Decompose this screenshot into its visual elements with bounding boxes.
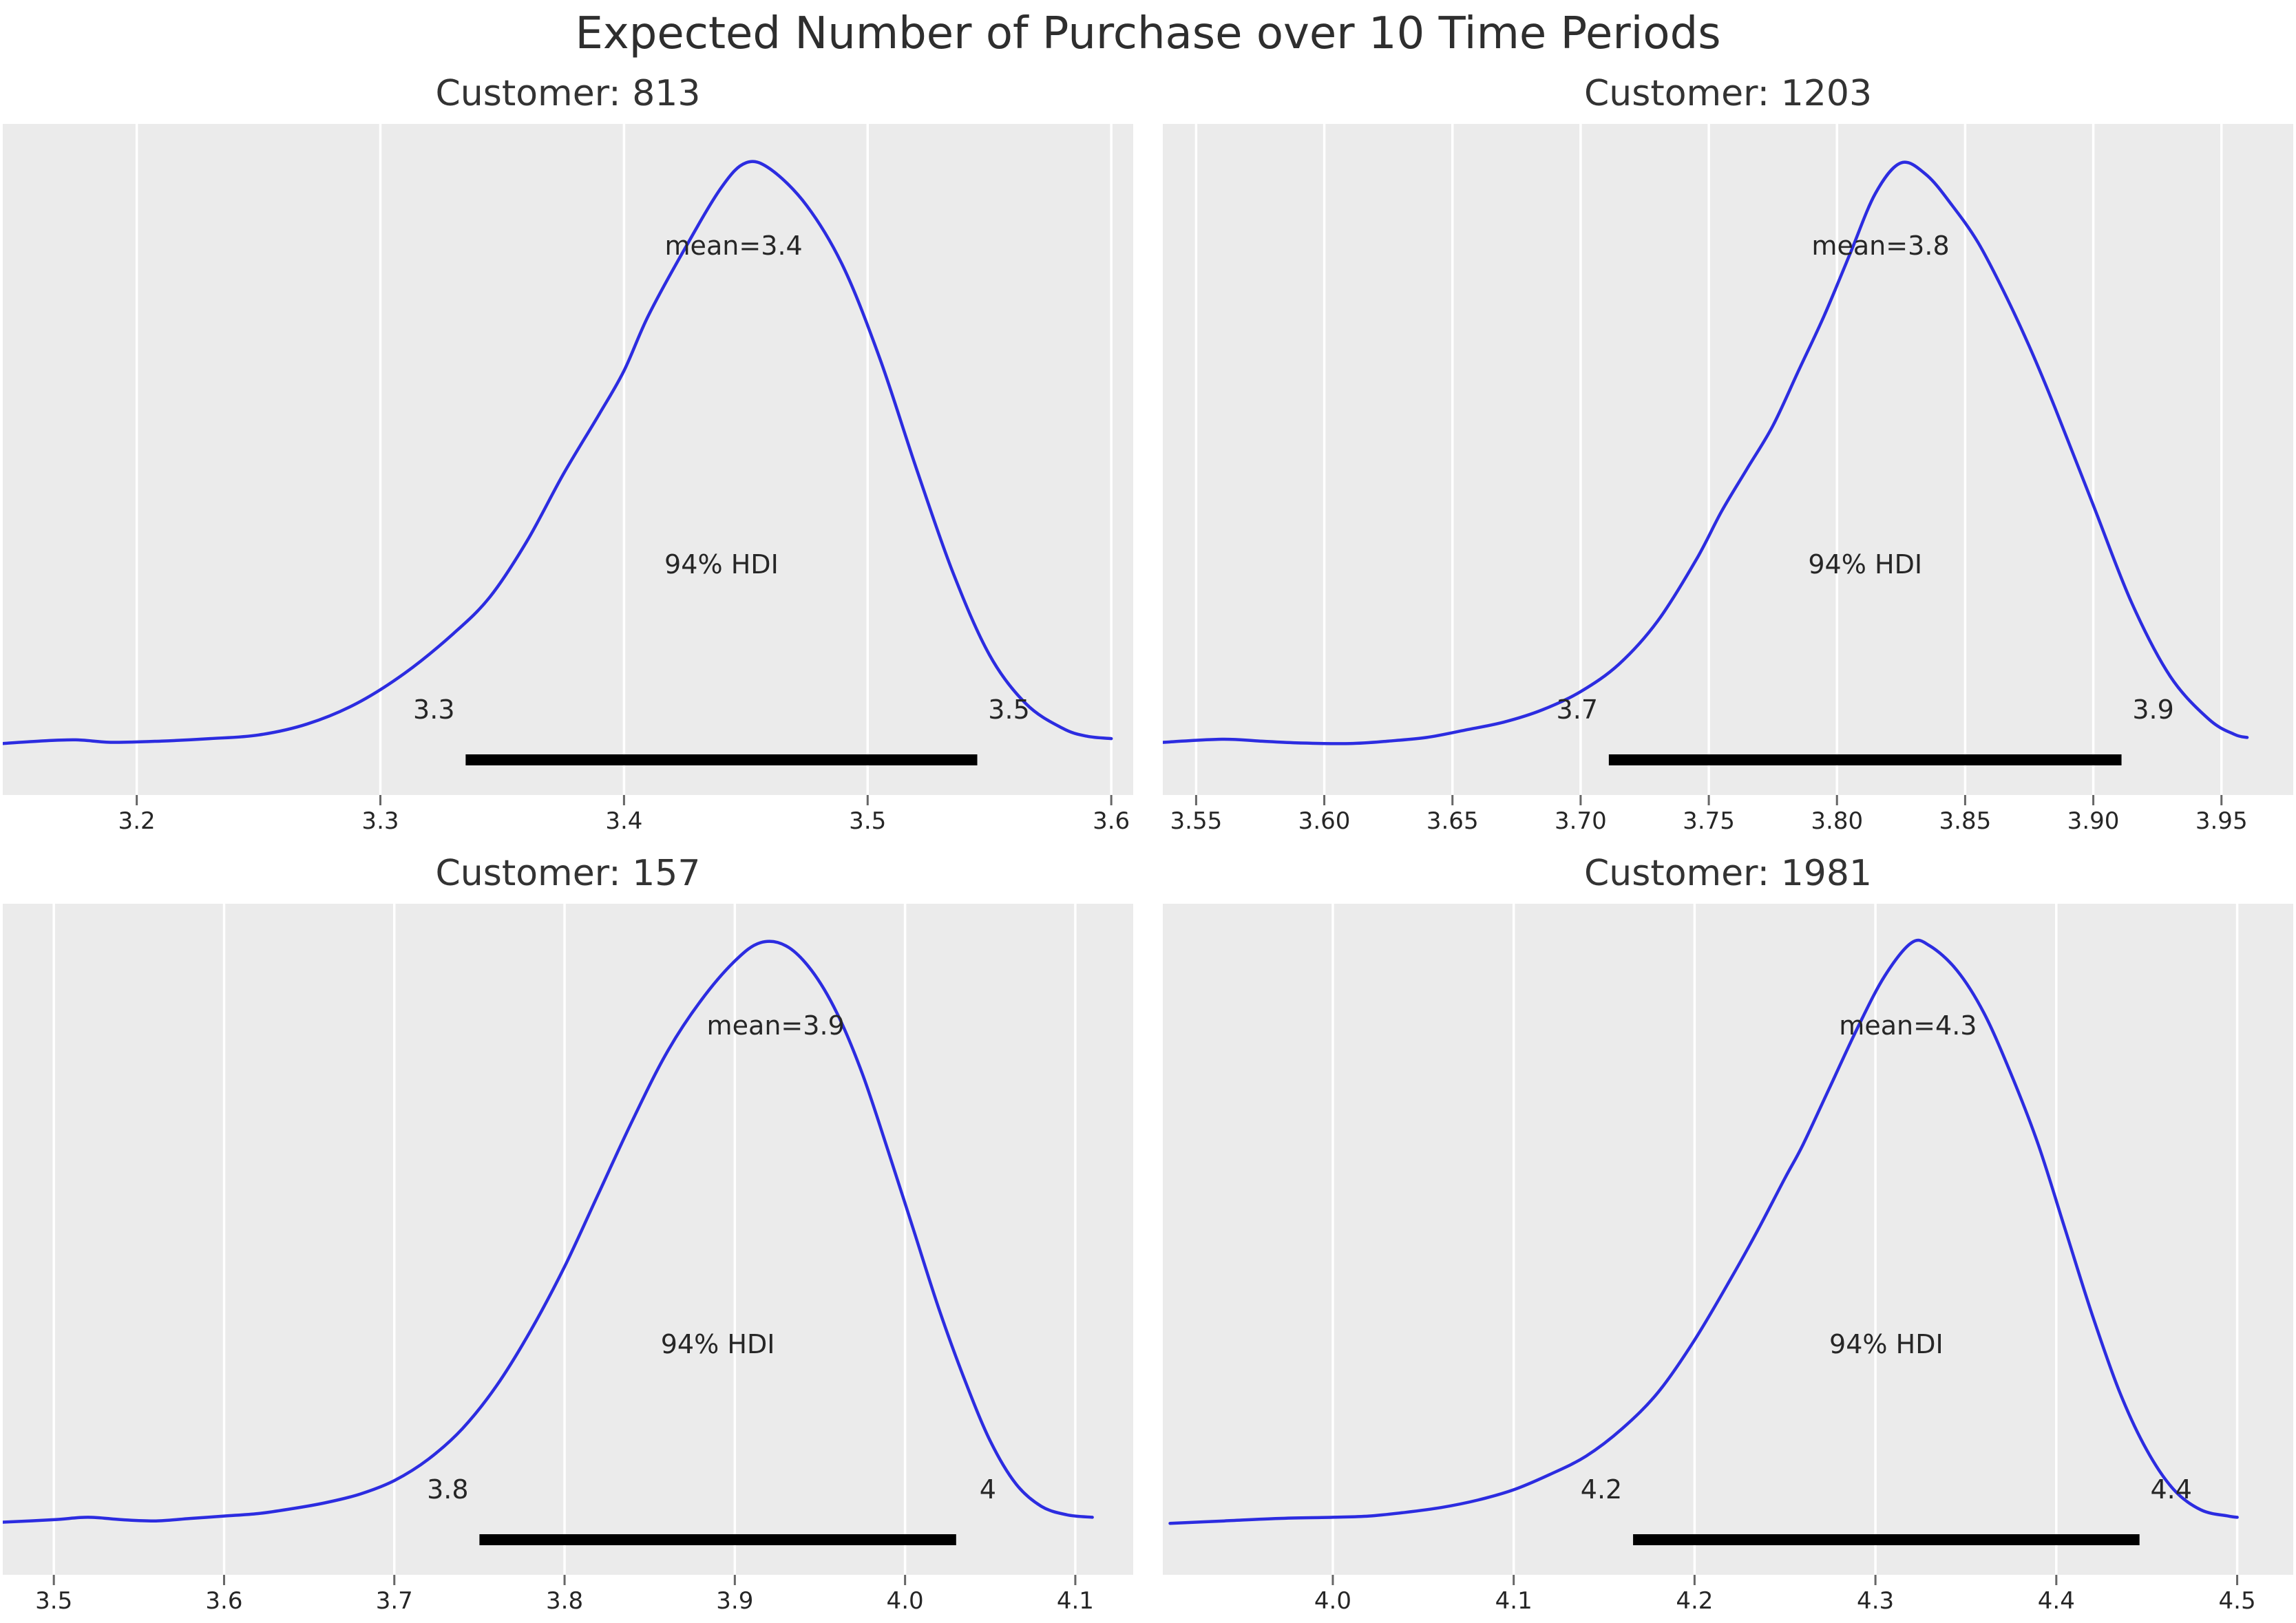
x-tick-label: 3.6 [1093,807,1130,835]
subplot-title: Customer: 157 [435,853,701,894]
x-tick-label: 3.90 [2067,807,2120,835]
x-tick-label: 3.95 [2195,807,2248,835]
hdi-label: 94% HDI [664,549,779,580]
x-tick-label: 3.75 [1683,807,1735,835]
x-tick-label: 3.6 [205,1587,242,1615]
x-tick-label: 4.4 [2038,1587,2075,1615]
x-tick-label: 4.0 [887,1587,924,1615]
subplot-customer-813: Customer: 813 3.2 3.3 3.4 3.5 3.6 mean=3.4 94%… [3,63,1133,843]
x-tick-label: 3.5 [849,807,886,835]
x-tick-label: 3.9 [716,1587,753,1615]
subplot-customer-1981: Customer: 1981 4.0 4.1 4.2 4.3 4.4 4.5 mean=4.… [1163,843,2293,1623]
hdi-label: 94% HDI [1808,549,1922,580]
hdi-upper-value: 3.9 [2132,694,2174,725]
kde-curve [3,940,1094,1524]
hdi-lower-value: 3.8 [427,1474,469,1505]
x-tick-label: 3.80 [1811,807,1863,835]
hdi-lower-value: 3.3 [413,694,455,725]
x-tick-label: 3.2 [118,807,156,835]
x-tick-label: 4.3 [1857,1587,1894,1615]
x-tick-label: 3.7 [376,1587,413,1615]
x-tick-label: 4.1 [1495,1587,1533,1615]
kde-plot: 3.55 3.60 3.65 3.70 3.75 3.80 3.85 3.90 3.95 mean… [1163,124,2293,835]
x-tick-label: 4.5 [2218,1587,2255,1615]
x-tick-label: 3.65 [1426,807,1479,835]
plot-background [3,124,1133,795]
kde-curve [1168,938,2239,1525]
kde-curve [3,160,1113,745]
hdi-label: 94% HDI [1829,1329,1944,1359]
x-tick-label: 4.2 [1676,1587,1713,1615]
kde-curve [1163,160,2249,745]
x-tick-label: 3.8 [546,1587,583,1615]
subplot-customer-1203: Customer: 1203 3.55 3.60 3.65 3.70 3.75 3.80 3… [1163,63,2293,843]
hdi-upper-value: 4.4 [2150,1474,2192,1505]
x-tick-label: 4.0 [1314,1587,1351,1615]
mean-label: mean=3.9 [707,1010,845,1041]
x-tick-label: 3.3 [361,807,399,835]
x-tick-label: 4.1 [1057,1587,1094,1615]
kde-plot: 3.5 3.6 3.7 3.8 3.9 4.0 4.1 mean=3.9 94% HDI 3.8 4 [3,904,1133,1615]
figure-title: Expected Number of Purchase over 10 Time… [575,8,1721,59]
x-tick-label: 3.5 [35,1587,72,1615]
hdi-upper-value: 3.5 [988,694,1030,725]
x-tick-label: 3.4 [605,807,642,835]
kde-plot: 4.0 4.1 4.2 4.3 4.4 4.5 mean=4.3 94% HDI 4.2 4.4 [1163,904,2293,1615]
mean-label: mean=3.8 [1811,231,1949,261]
subplot-title: Customer: 1981 [1583,853,1873,894]
subplot-title: Customer: 1203 [1583,73,1873,114]
hdi-label: 94% HDI [661,1329,775,1359]
plot-background [1163,124,2293,795]
x-tick-label: 3.85 [1939,807,1992,835]
x-tick-label: 3.70 [1555,807,1607,835]
plot-background [3,904,1133,1575]
subplot-grid: Customer: 813 3.2 3.3 3.4 3.5 3.6 mean=3.4 94%… [0,63,2296,1623]
plot-background [1163,904,2293,1575]
subplot-customer-157: Customer: 157 3.5 3.6 3.7 3.8 3.9 4.0 4.1 mean=… [3,843,1133,1623]
hdi-lower-value: 3.7 [1557,694,1599,725]
hdi-lower-value: 4.2 [1581,1474,1623,1505]
hdi-upper-value: 4 [980,1474,996,1505]
mean-label: mean=4.3 [1839,1010,1977,1041]
x-tick-label: 3.60 [1298,807,1351,835]
x-tick-label: 3.55 [1170,807,1223,835]
kde-plot: 3.2 3.3 3.4 3.5 3.6 mean=3.4 94% HDI 3.3 3.5 [3,124,1133,835]
mean-label: mean=3.4 [665,231,803,261]
subplot-title: Customer: 813 [435,73,701,114]
